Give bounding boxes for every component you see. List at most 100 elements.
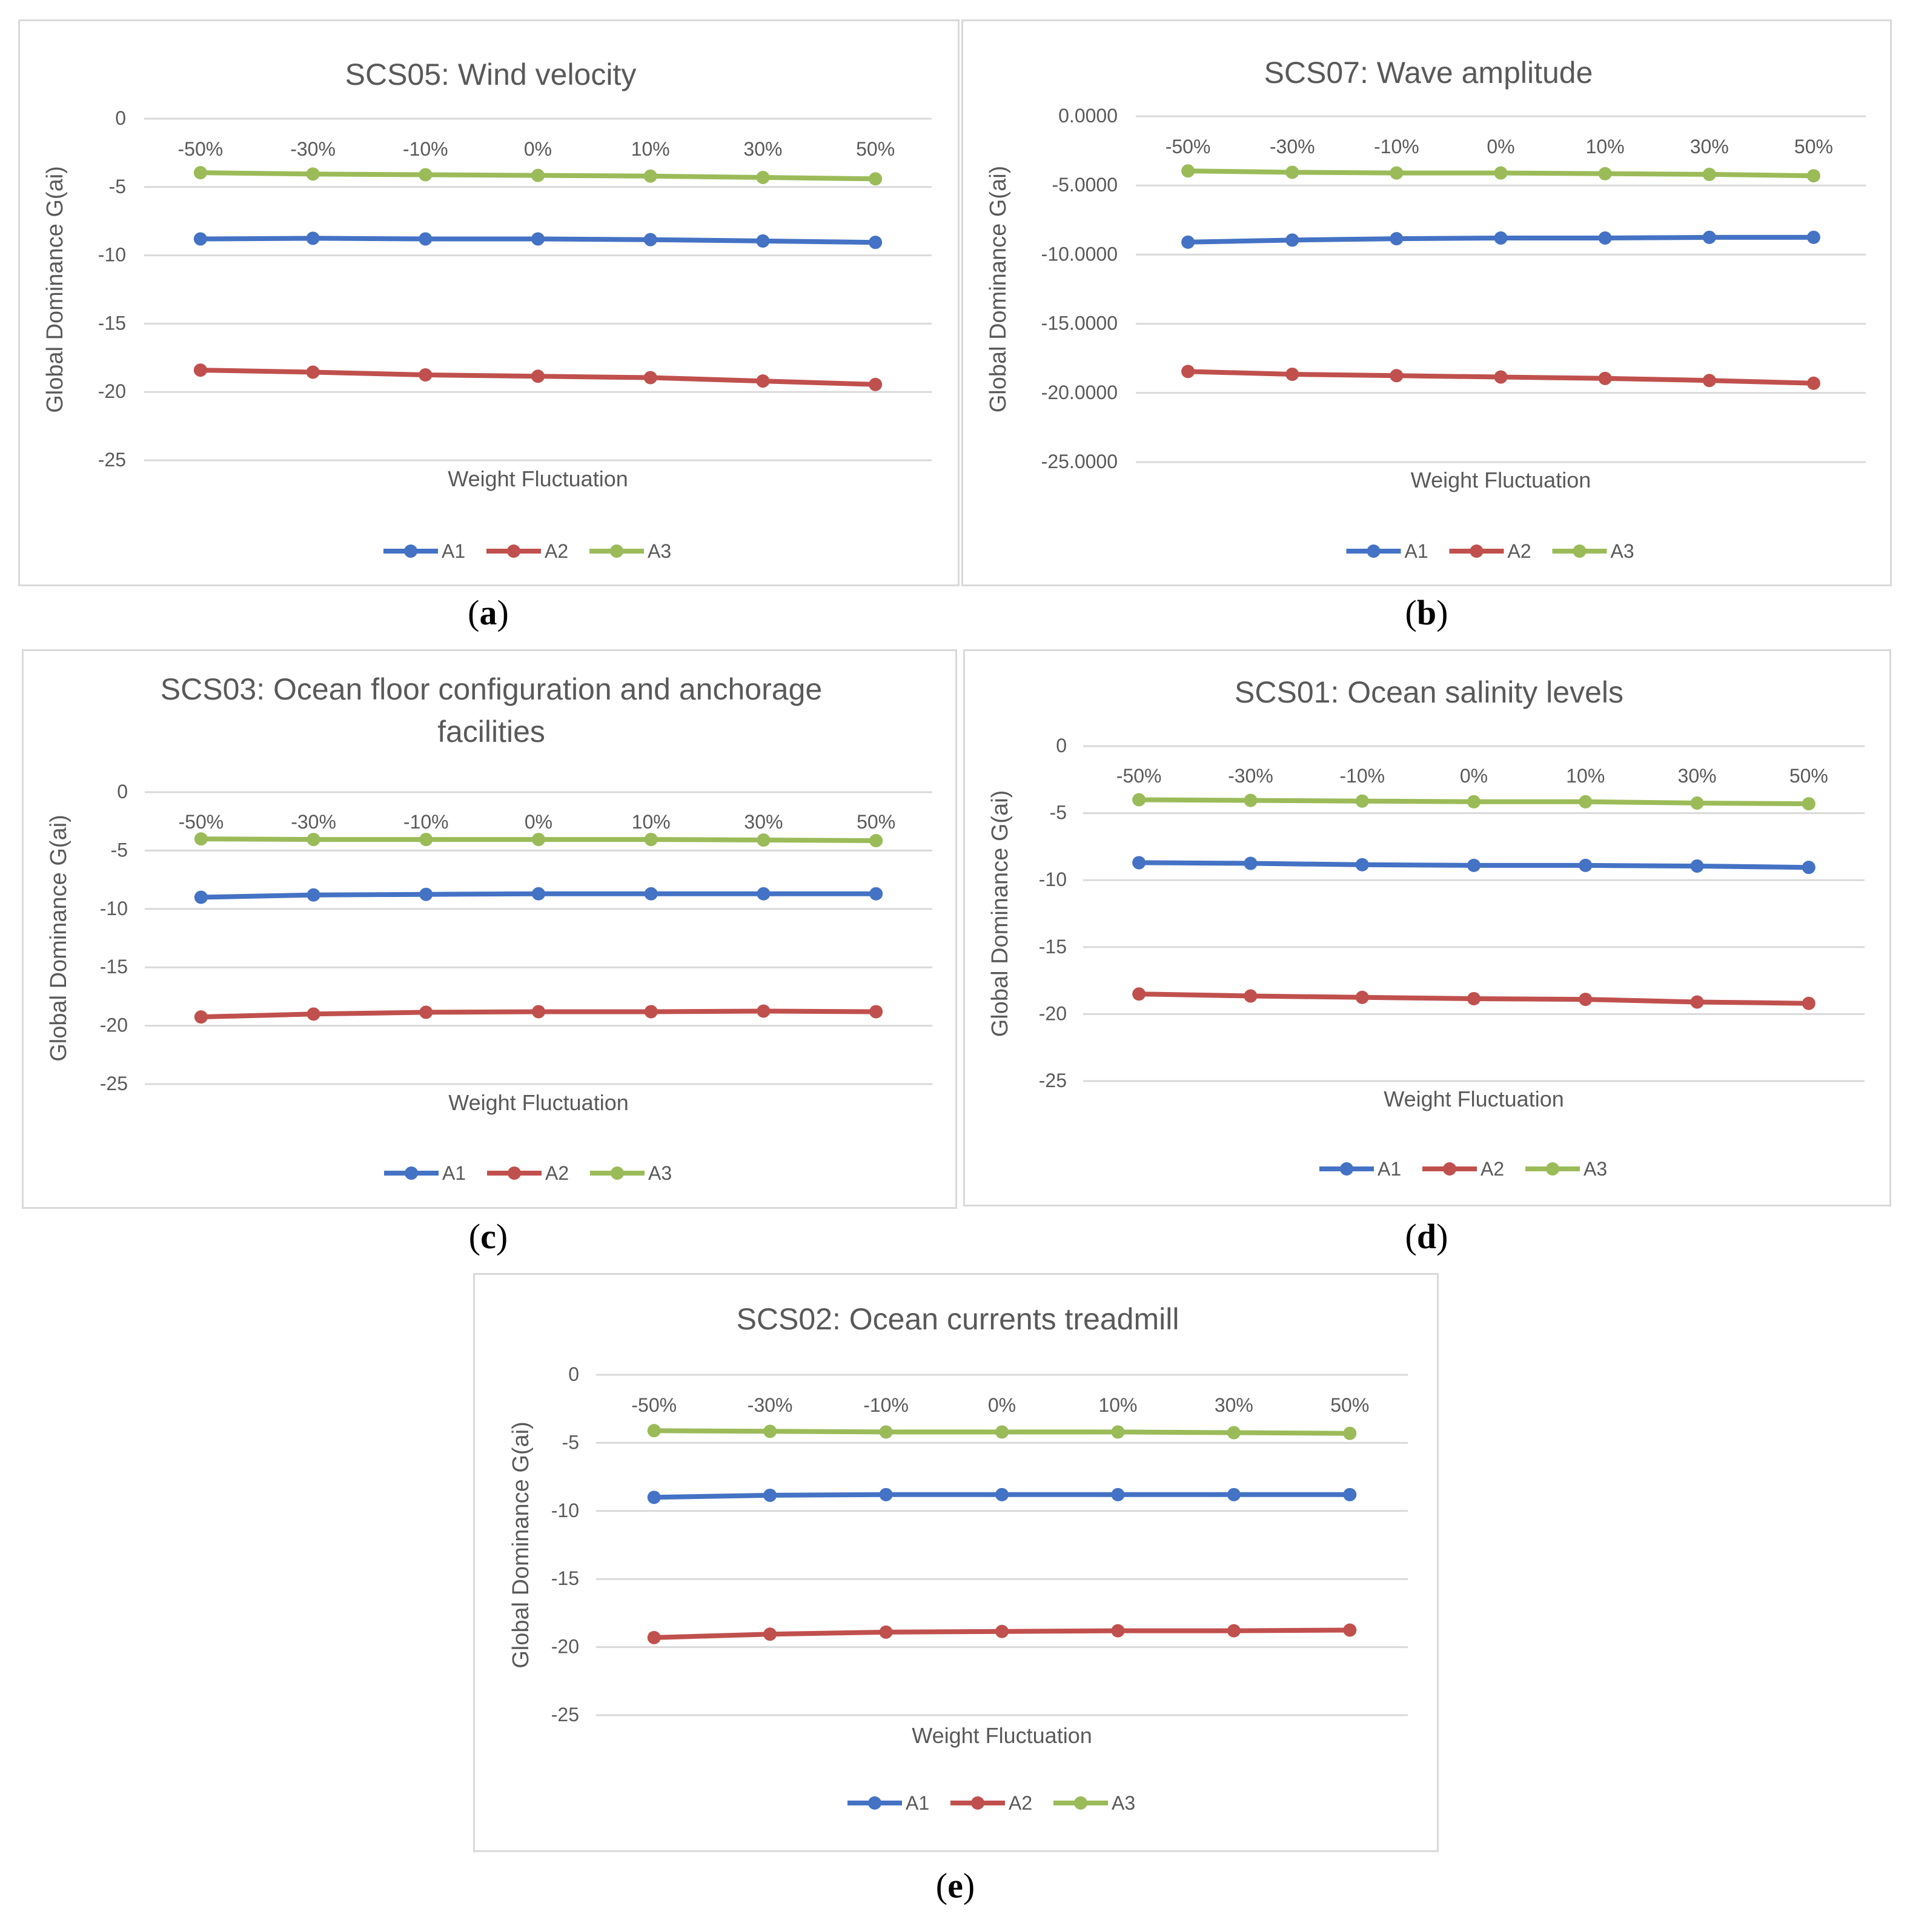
data-point-a3	[419, 168, 433, 182]
data-point-a1	[307, 888, 320, 902]
data-point-a1	[1244, 856, 1258, 870]
data-point-a2	[879, 1625, 893, 1639]
y-tick-label: -15	[98, 312, 126, 334]
x-tick-label: -30%	[291, 811, 336, 833]
x-tick-label: -50%	[1116, 765, 1162, 787]
data-point-a2	[995, 1624, 1009, 1638]
data-point-a3	[879, 1425, 893, 1439]
data-point-a2	[1494, 370, 1508, 384]
chart-panel-b: SCS07: Wave amplitude 0.0000 -5.0000 -10.00…	[961, 19, 1892, 586]
data-point-a3	[1579, 795, 1593, 809]
subfigure-label-a: (a)	[468, 593, 509, 632]
y-tick-label: -20	[551, 1636, 579, 1658]
legend-swatch-marker	[1546, 1162, 1559, 1176]
legend-label: A3	[648, 540, 671, 562]
y-tick-label: -10.0000	[1041, 243, 1118, 265]
legend-swatch-marker	[868, 1796, 881, 1810]
data-point-a3	[1227, 1426, 1241, 1440]
data-point-a1	[1181, 235, 1195, 249]
data-point-a1	[1285, 233, 1299, 247]
data-point-a1	[419, 232, 433, 246]
y-tick-label: -25	[100, 1073, 128, 1094]
data-point-a2	[1806, 376, 1820, 390]
data-point-a1	[643, 233, 657, 246]
legend-swatch-marker	[508, 1166, 521, 1180]
x-tick-label: 10%	[632, 811, 671, 833]
legend-label: A1	[442, 540, 465, 562]
data-point-a1	[532, 887, 545, 901]
y-tick-label: -5.0000	[1052, 174, 1118, 196]
data-point-a3	[306, 167, 320, 181]
y-tick-label: 0	[568, 1363, 579, 1385]
legend-label: A1	[1405, 540, 1428, 562]
chart-panel-d: SCS01: Ocean salinity levels 0 -5 -10 -15 -20…	[963, 649, 1891, 1206]
x-axis-title: Weight Fluctuation	[912, 1723, 1092, 1748]
legend-label: A2	[545, 1162, 569, 1184]
data-point-a1	[193, 232, 207, 246]
chart-panel-c: SCS03: Ocean floor configuration and anc…	[22, 649, 957, 1209]
x-tick-label: 30%	[1215, 1394, 1253, 1416]
data-point-a2	[306, 365, 320, 379]
data-point-a2	[1802, 996, 1815, 1010]
data-point-a3	[647, 1424, 661, 1438]
data-point-a1	[1390, 232, 1404, 246]
subfigure-label-c: (c)	[468, 1217, 508, 1256]
y-tick-label: 0.0000	[1058, 105, 1118, 127]
data-point-a2	[1579, 993, 1593, 1007]
data-point-a2	[647, 1630, 661, 1644]
data-point-a1	[756, 234, 770, 248]
x-tick-label: -10%	[403, 811, 449, 833]
chart-title: SCS02: Ocean currents treadmill	[737, 1302, 1179, 1336]
x-tick-label: -10%	[863, 1394, 909, 1416]
x-tick-label: -10%	[403, 138, 448, 160]
x-tick-label: 50%	[856, 138, 895, 160]
data-point-a1	[1806, 230, 1820, 244]
chart-svg-c: SCS03: Ocean floor configuration and anc…	[46, 672, 932, 1184]
data-point-a3	[531, 168, 545, 182]
data-point-a1	[194, 890, 208, 904]
legend-label: A2	[1009, 1792, 1032, 1814]
x-tick-label: -30%	[748, 1394, 793, 1416]
data-point-a1	[647, 1490, 661, 1504]
data-point-a3	[194, 832, 208, 846]
legend-label: A3	[1583, 1158, 1607, 1180]
y-tick-label: -20	[1039, 1002, 1067, 1024]
y-tick-label: -10	[1039, 868, 1067, 890]
data-point-a2	[1702, 374, 1716, 388]
data-point-a1	[869, 887, 883, 901]
legend-swatch-marker	[971, 1796, 984, 1810]
legend-swatch-marker	[1470, 544, 1484, 558]
legend-label: A2	[545, 540, 568, 562]
data-point-a3	[756, 171, 770, 185]
data-point-a2	[1598, 371, 1612, 385]
x-tick-label: 10%	[1586, 136, 1625, 157]
x-axis-title: Weight Fluctuation	[448, 1090, 629, 1115]
data-point-a2	[532, 1005, 545, 1019]
data-point-a2	[1132, 987, 1146, 1001]
data-point-a1	[419, 887, 433, 901]
chart-title: SCS03: Ocean floor configuration and anc…	[161, 672, 822, 706]
data-point-a2	[1111, 1624, 1125, 1638]
data-point-a2	[756, 374, 770, 388]
x-tick-label: 30%	[1690, 136, 1729, 157]
y-axis-title: Global Dominance G(ai)	[42, 166, 68, 413]
chart-panel-a: SCS05: Wind velocity 0 -5 -10 -15 -20 -25 -50% -…	[18, 19, 960, 586]
data-point-a3	[1702, 167, 1716, 181]
x-tick-label: 0%	[1460, 765, 1488, 787]
y-tick-label: -25	[551, 1704, 579, 1725]
data-point-a3	[1355, 794, 1369, 808]
data-point-a2	[1181, 365, 1195, 379]
x-tick-label: 30%	[1678, 765, 1717, 787]
y-tick-label: -15	[551, 1567, 579, 1589]
y-tick-label: 0	[115, 107, 126, 129]
x-axis-title: Weight Fluctuation	[1411, 468, 1591, 492]
data-point-a3	[995, 1425, 1009, 1439]
subfigure-label-b: (b)	[1405, 593, 1448, 632]
data-point-a1	[869, 236, 883, 250]
x-tick-label: -30%	[290, 138, 336, 160]
data-point-a2	[193, 363, 207, 377]
y-tick-label: -5	[1050, 802, 1067, 824]
y-tick-label: -10	[551, 1500, 579, 1521]
x-tick-label: 50%	[1794, 136, 1833, 157]
data-point-a2	[419, 1005, 433, 1019]
